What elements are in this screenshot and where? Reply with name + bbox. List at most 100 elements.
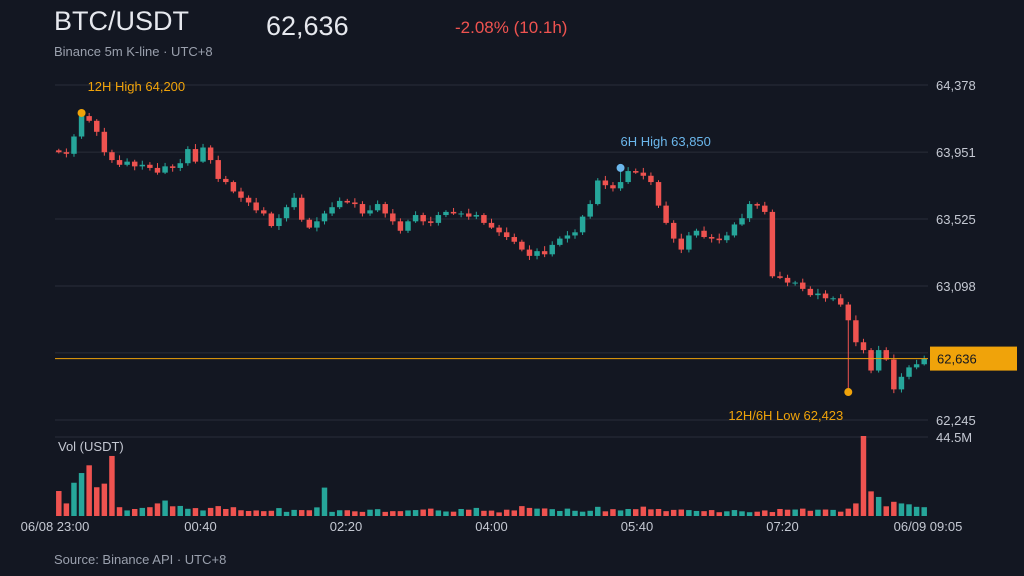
candle-body: [800, 282, 806, 289]
current-price-tag: [930, 346, 1017, 371]
volume-bar: [344, 510, 350, 516]
volume-bar: [321, 487, 328, 516]
high-marker: [616, 163, 625, 172]
candle-body: [230, 182, 237, 192]
pair-title: BTC/USDT: [54, 6, 189, 36]
time-tick-label: 06/08 23:00: [21, 519, 90, 534]
candle-body: [906, 367, 912, 377]
candle-body: [913, 364, 920, 368]
volume-bar: [686, 510, 692, 516]
price-tick-label: 63,098: [936, 279, 976, 294]
volume-bar: [397, 511, 404, 516]
volume-bar: [754, 511, 760, 516]
candle-body: [405, 221, 411, 231]
chart-subtitle: Binance 5m K-line · UTC+8: [54, 44, 213, 59]
candle-body: [845, 304, 852, 321]
candle-body: [640, 172, 647, 176]
volume-bar: [557, 510, 563, 516]
candle-body: [617, 182, 624, 189]
candle-body: [321, 213, 328, 222]
candle-body: [693, 230, 700, 236]
volume-bar: [534, 508, 540, 516]
candle-body: [154, 167, 161, 173]
volume-bar: [207, 507, 214, 516]
candle-body: [382, 204, 388, 214]
volume-bar: [420, 509, 426, 516]
volume-bar: [169, 506, 176, 516]
volume-bar: [329, 511, 335, 516]
volume-bar: [579, 511, 586, 516]
volume-bar: [488, 510, 495, 516]
volume-bar: [891, 501, 897, 516]
volume-bar: [261, 511, 267, 516]
volume-bar: [223, 508, 229, 516]
volume-bar: [693, 510, 700, 516]
candle-body: [359, 204, 366, 214]
high-annotation-label: 12H High 64,200: [88, 79, 186, 94]
volume-bar: [564, 508, 571, 516]
volume-bar: [830, 509, 836, 516]
volume-bar: [94, 487, 100, 516]
candle-body: [541, 251, 548, 255]
volume-bar: [374, 509, 381, 516]
volume-bar: [200, 510, 206, 516]
candle-body: [169, 166, 176, 168]
candle-body: [374, 204, 381, 211]
candle-body: [777, 276, 783, 278]
volume-bar: [640, 506, 647, 516]
volume-max-label: 44.5M: [936, 430, 972, 445]
volume-bar: [708, 510, 715, 516]
volume-bar: [291, 509, 297, 516]
candle-body: [63, 152, 70, 154]
candle-body: [625, 171, 631, 183]
candle-body: [139, 164, 146, 167]
candle-body: [602, 180, 609, 186]
candle-body: [268, 213, 275, 227]
volume-bar: [587, 510, 593, 516]
volume-bar: [853, 503, 859, 516]
candle-body: [192, 149, 199, 162]
candle-body: [633, 171, 639, 173]
volume-bar: [238, 510, 244, 516]
candle-body: [678, 238, 685, 250]
candle-body: [663, 205, 669, 223]
volume-bar: [215, 506, 221, 516]
time-tick-label: 06/09 09:05: [894, 519, 963, 534]
candles: [56, 112, 927, 394]
volume-bar: [86, 465, 92, 516]
volume-bar: [230, 507, 237, 516]
candle-body: [78, 116, 85, 137]
volume-bar: [845, 508, 852, 516]
candle-body: [306, 219, 313, 228]
volume-bar: [572, 510, 578, 516]
candle-body: [473, 215, 480, 217]
candle-body: [276, 218, 282, 227]
volume-bar: [306, 510, 313, 516]
grid-lines: [55, 84, 928, 438]
volume-bar: [655, 508, 662, 516]
volume-axis-label: Vol (USDT): [58, 439, 124, 454]
volume-bar: [185, 508, 191, 516]
volume-bar: [109, 455, 115, 516]
candle-body: [511, 237, 518, 242]
candle-body: [746, 204, 753, 219]
candle-body: [830, 298, 836, 300]
axis-labels: 62,245 63,098 63,525 63,951 64,378 06/08 23:0…: [21, 78, 976, 534]
candle-body: [739, 218, 745, 225]
candle-body: [215, 160, 221, 179]
volume-bar: [815, 509, 821, 516]
volume-bar: [784, 509, 791, 516]
candle-body: [837, 298, 844, 305]
volume-bar: [116, 507, 123, 516]
candle-body: [94, 120, 100, 132]
candle-body: [534, 251, 540, 256]
candle-body: [390, 213, 396, 222]
candle-body: [71, 136, 77, 154]
candle-body: [336, 200, 343, 208]
candle-body: [101, 131, 108, 153]
volume-bar: [670, 509, 677, 516]
time-tick-label: 02:20: [330, 519, 363, 534]
volume-bar: [541, 508, 548, 516]
candle-body: [86, 116, 92, 121]
volume-bar: [147, 507, 153, 516]
